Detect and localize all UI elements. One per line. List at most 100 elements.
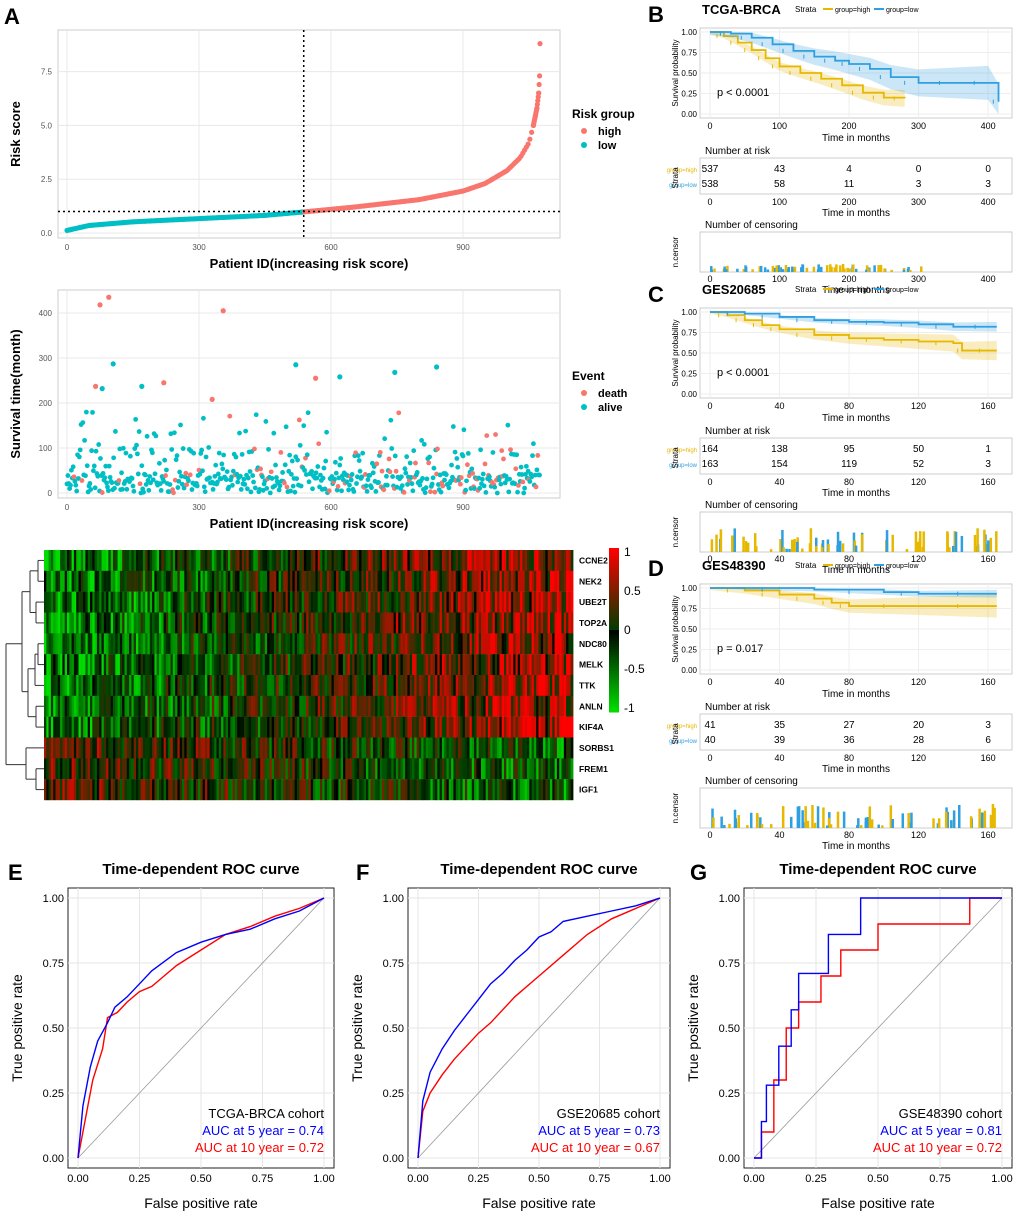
heatmap-cell — [230, 695, 233, 717]
heatmap-cell — [377, 612, 381, 634]
heatmap-cell — [474, 737, 477, 759]
heatmap-cell — [244, 675, 247, 697]
heatmap-cell — [168, 654, 171, 676]
survival-point — [535, 453, 541, 458]
heatmap-cell — [142, 591, 146, 613]
heatmap-cell — [67, 716, 70, 738]
heatmap-cell — [497, 591, 500, 613]
heatmap-cell — [168, 633, 171, 655]
heatmap-cell — [333, 550, 337, 572]
heatmap-cell — [508, 550, 512, 572]
heatmap-cell — [490, 737, 493, 759]
heatmap-cell — [46, 779, 49, 801]
heatmap-cell — [297, 612, 300, 634]
heatmap-cell — [451, 675, 454, 697]
heatmap-cell — [354, 779, 358, 801]
heatmap-cell — [370, 591, 374, 613]
heatmap-cell — [425, 570, 429, 592]
survival-point — [384, 473, 389, 479]
heatmap-cell — [221, 550, 224, 572]
heatmap-cell — [414, 716, 417, 738]
heatmap-cell — [513, 633, 516, 655]
censor-bar — [946, 811, 949, 828]
heatmap-cell — [234, 737, 238, 759]
heatmap-cell — [412, 612, 415, 634]
heatmap-cell — [110, 570, 114, 592]
heatmap-cell — [315, 758, 319, 780]
heatmap-cell — [110, 737, 114, 759]
heatmap-cell — [471, 695, 475, 717]
cohort-label: GSE20685 cohort — [557, 1106, 661, 1121]
heatmap-cell — [421, 570, 424, 592]
heatmap-cell — [145, 654, 148, 676]
censor-bar — [852, 264, 855, 272]
censor-bar — [813, 822, 817, 828]
heatmap-cell — [331, 695, 335, 717]
heatmap-cell — [64, 591, 68, 613]
heatmap-cell — [308, 633, 312, 655]
heatmap-cell — [156, 612, 160, 634]
heatmap-cell — [53, 779, 56, 801]
heatmap-cell — [165, 612, 169, 634]
heatmap-cell — [228, 550, 231, 572]
heatmap-cell — [211, 737, 215, 759]
heatmap-cell — [386, 737, 390, 759]
heatmap-cell — [108, 716, 112, 738]
heatmap-cell — [430, 675, 434, 697]
heatmap-cell — [398, 779, 401, 801]
heatmap-cell — [149, 779, 153, 801]
heatmap-cell — [310, 675, 314, 697]
heatmap-cell — [69, 695, 72, 717]
heatmap-cell — [389, 654, 392, 676]
survival-point — [501, 456, 506, 462]
heatmap-cell — [331, 612, 335, 634]
heatmap-cell — [129, 612, 132, 634]
heatmap-cell — [478, 737, 482, 759]
heatmap-cell — [48, 695, 52, 717]
heatmap-cell — [513, 779, 516, 801]
heatmap-cell — [568, 591, 572, 613]
heatmap-cell — [391, 716, 394, 738]
heatmap-cell — [195, 779, 199, 801]
x-tick-label: 400 — [981, 121, 996, 131]
heatmap-cell — [67, 550, 70, 572]
survival-point — [367, 472, 373, 478]
heatmap-cell — [94, 591, 98, 613]
roc-title: Time-dependent ROC curve — [779, 861, 976, 878]
survival-point — [431, 465, 437, 471]
heatmap-cell — [513, 612, 516, 634]
heatmap-cell — [361, 612, 365, 634]
heatmap-cell — [237, 550, 240, 572]
survival-point — [427, 454, 432, 460]
heatmap-cell — [372, 737, 376, 759]
heatmap-cell — [228, 591, 231, 613]
heatmap-cell — [504, 716, 507, 738]
heatmap-cell — [352, 675, 355, 697]
heatmap-cell — [179, 716, 183, 738]
heatmap-cell — [156, 779, 160, 801]
heatmap-cell — [165, 758, 169, 780]
risk-point — [527, 136, 533, 142]
heatmap-cell — [50, 737, 54, 759]
survival-point — [212, 473, 218, 479]
heatmap-cell — [188, 612, 192, 634]
heatmap-cell — [225, 633, 229, 655]
y-tick-label: 1.00 — [681, 308, 697, 317]
heatmap-cell — [138, 758, 141, 780]
heatmap-cell — [287, 591, 291, 613]
survival-point — [280, 470, 285, 475]
heatmap-cell — [211, 612, 215, 634]
censor-bar — [817, 264, 820, 272]
heatmap-cell — [561, 654, 565, 676]
heatmap-cell — [437, 633, 440, 655]
heatmap-cell — [69, 570, 72, 592]
heatmap-cell — [67, 633, 70, 655]
heatmap-cell — [269, 633, 273, 655]
censor-bar — [916, 541, 920, 552]
survival-point — [135, 451, 140, 457]
heatmap-cell — [182, 675, 185, 697]
heatmap-cell — [347, 695, 351, 717]
survival-point — [137, 481, 143, 487]
heatmap-cell — [320, 654, 323, 676]
heatmap-cell — [430, 612, 434, 634]
